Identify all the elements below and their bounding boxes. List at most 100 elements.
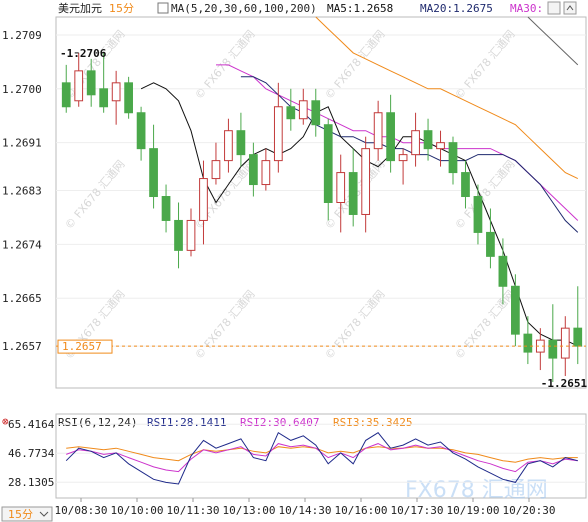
rsi3-line bbox=[66, 446, 578, 463]
price-tick-label: 1.2674 bbox=[2, 238, 42, 251]
candle-body bbox=[498, 255, 508, 287]
candlesticks bbox=[61, 52, 583, 383]
time-tick-label: 10/19:00 bbox=[447, 504, 500, 517]
price-tick-label: 1.2691 bbox=[2, 137, 42, 150]
chevron-down-icon bbox=[39, 511, 49, 517]
rsi-tick-label: 46.7734 bbox=[8, 447, 55, 460]
watermark-layer: © FX678 汇通网 © FX678 汇通网 © FX678 汇通网 © FX678… bbox=[62, 28, 547, 503]
candle-body bbox=[261, 160, 271, 186]
candle-body bbox=[386, 112, 395, 162]
time-tick-label: 10/20:30 bbox=[503, 504, 556, 517]
candle-body bbox=[523, 333, 533, 353]
chevron-up-glyph bbox=[566, 5, 574, 11]
current-price-label: 1.2657 bbox=[62, 340, 102, 353]
price-tick-label: 1.2665 bbox=[2, 292, 42, 305]
candle-body bbox=[211, 160, 221, 180]
price-annotations: 1.2657 -1.2706 -1.2651 bbox=[56, 47, 588, 390]
period-button-box[interactable] bbox=[1, 506, 53, 522]
time-axis: 10/08:30 10/10:00 10/11:30 10/13:00 10/14:30… bbox=[55, 498, 556, 517]
candle-body bbox=[361, 148, 371, 215]
watermark-text: © FX678 汇通网 bbox=[452, 288, 517, 362]
rsi-label: RSI(6,12,24) bbox=[58, 416, 137, 429]
ma20-label: MA20:1.2675 bbox=[420, 2, 493, 15]
candle-body bbox=[273, 106, 283, 162]
candle-body bbox=[486, 231, 495, 257]
rsi2-label: RSI2:30.6407 bbox=[240, 416, 319, 429]
rsi-panel-border bbox=[55, 413, 587, 499]
watermark-text: © FX678 汇通网 bbox=[322, 288, 387, 362]
candle-body bbox=[436, 142, 445, 150]
watermark-text: © FX678 汇通网 bbox=[452, 28, 517, 102]
time-tick-label: 10/10:00 bbox=[111, 504, 164, 517]
candle-body bbox=[224, 130, 233, 162]
candle-body bbox=[560, 327, 570, 359]
candle-body bbox=[74, 70, 84, 102]
ma5-label: MA5:1.2658 bbox=[327, 2, 393, 15]
candle-body bbox=[461, 172, 470, 198]
period-button[interactable]: 15分 bbox=[1, 506, 53, 522]
candle-body bbox=[249, 154, 258, 186]
rsi-header: ⊗ RSI(6,12,24) RSI1:28.1411 RSI2:30.6407… bbox=[2, 415, 412, 429]
period-label: 15分 bbox=[109, 2, 134, 15]
chevron-up-icon[interactable] bbox=[563, 1, 577, 15]
candle-body bbox=[61, 82, 71, 108]
candle-body bbox=[373, 112, 383, 150]
candle-body bbox=[286, 106, 296, 120]
ma100-line bbox=[527, 16, 579, 66]
candle-body bbox=[298, 100, 308, 120]
rsi-lines bbox=[65, 431, 578, 485]
candle-body bbox=[174, 219, 183, 251]
candle-body bbox=[548, 339, 558, 359]
period-button-label: 15分 bbox=[8, 508, 33, 521]
price-tick-label: 1.2683 bbox=[2, 185, 42, 198]
candle-body bbox=[511, 285, 520, 335]
watermark-text: © FX678 汇通网 bbox=[192, 288, 257, 362]
candle-body bbox=[473, 196, 483, 233]
rsi-tick-label: 65.4164 bbox=[8, 418, 55, 431]
price-tick-label: 1.2709 bbox=[2, 29, 42, 42]
ma60-line bbox=[315, 16, 579, 180]
rsi3-label: RSI3:35.3425 bbox=[333, 416, 412, 429]
time-tick-label: 10/13:00 bbox=[223, 504, 276, 517]
settings-icon[interactable] bbox=[547, 1, 561, 15]
candle-body bbox=[186, 219, 196, 251]
rsi-tick-label: 28.1305 bbox=[8, 476, 54, 489]
ma-label: MA(5,20,30,60,100,200) bbox=[171, 2, 317, 15]
ma-toggle-checkbox[interactable] bbox=[157, 2, 169, 14]
candle-body bbox=[311, 100, 321, 126]
time-tick-label: 10/17:30 bbox=[391, 504, 444, 517]
candle-body bbox=[336, 172, 346, 203]
ma20-line bbox=[240, 76, 579, 233]
chart-controls[interactable] bbox=[547, 1, 577, 15]
watermark-text: © FX678 汇通网 bbox=[62, 158, 127, 232]
low-label: -1.2651 bbox=[541, 377, 588, 390]
high-label: -1.2706 bbox=[60, 47, 107, 60]
candle-body bbox=[398, 154, 408, 162]
rsi2-line bbox=[66, 443, 578, 473]
current-price-box bbox=[57, 339, 113, 354]
candle-body bbox=[111, 82, 121, 102]
candle-body bbox=[99, 88, 109, 108]
candle-body bbox=[423, 130, 433, 150]
candle-body bbox=[124, 82, 133, 114]
candle-body bbox=[86, 70, 96, 96]
price-tick-label: 1.2657 bbox=[2, 340, 42, 353]
candle-body bbox=[348, 172, 358, 215]
candle-body bbox=[448, 142, 458, 174]
price-tick-label: 1.2700 bbox=[2, 83, 42, 96]
rsi-close-icon[interactable]: ⊗ bbox=[2, 415, 9, 428]
candle-body bbox=[411, 130, 420, 156]
price-header: 美元加元 15分 MA(5,20,30,60,100,200) MA5:1.26… bbox=[58, 2, 543, 15]
rsi1-line bbox=[65, 431, 578, 485]
time-tick-label: 10/14:30 bbox=[279, 504, 332, 517]
candle-body bbox=[573, 327, 583, 347]
candle-body bbox=[136, 112, 146, 150]
candle-body bbox=[236, 130, 246, 156]
candle-body bbox=[161, 196, 171, 221]
candle-body bbox=[149, 148, 158, 198]
symbol-label: 美元加元 bbox=[58, 2, 102, 15]
price-panel-border bbox=[55, 16, 587, 389]
time-tick-label: 10/16:00 bbox=[335, 504, 388, 517]
candle-body bbox=[199, 178, 208, 221]
